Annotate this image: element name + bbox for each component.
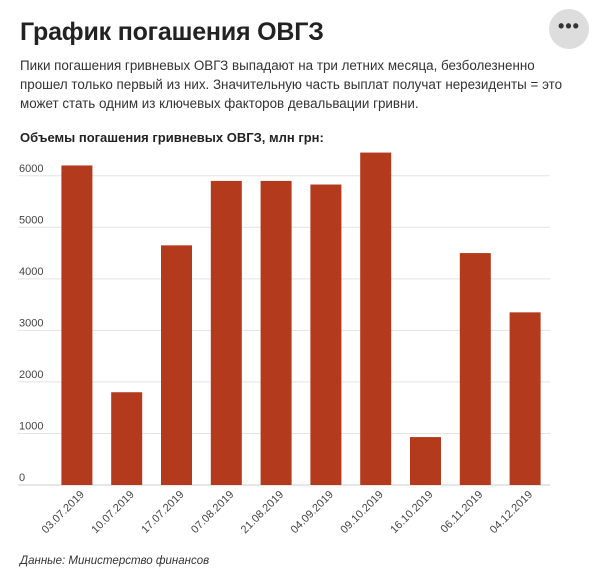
y-tick-label: 4000 [19, 266, 43, 278]
y-tick-label: 2000 [19, 369, 43, 381]
bar-04.12.2019[interactable] [509, 312, 541, 485]
x-tick-label: 09.10.2019 [338, 489, 385, 536]
bar-07.08.2019[interactable] [210, 180, 242, 485]
bar-04.09.2019[interactable] [310, 184, 342, 485]
page-title: График погашения ОВГЗ [20, 18, 324, 46]
y-tick-label: 3000 [19, 317, 43, 329]
bar-06.11.2019[interactable] [459, 253, 491, 485]
bar-17.07.2019[interactable] [161, 245, 192, 485]
more-dots-icon: ••• [558, 16, 580, 36]
y-tick-label: 1000 [19, 420, 43, 432]
page-subtitle: Пики погашения гривневых ОВГЗ выпадают н… [20, 58, 563, 111]
bar-10.07.2019[interactable] [111, 392, 143, 485]
x-tick-label: 03.07.2019 [40, 489, 87, 536]
y-tick-label: 0 [19, 472, 25, 484]
chart-title: Объемы погашения гривневых ОВГЗ, млн грн… [20, 130, 324, 145]
x-tick-label: 06.11.2019 [439, 489, 486, 536]
y-tick-label: 5000 [19, 214, 43, 226]
bar-21.08.2019[interactable] [260, 180, 292, 485]
bar-16.10.2019[interactable] [410, 437, 441, 485]
bar-03.07.2019[interactable] [61, 165, 93, 485]
bar-09.10.2019[interactable] [360, 152, 392, 486]
x-tick-label: 10.07.2019 [89, 489, 136, 536]
x-tick-label: 21.08.2019 [239, 489, 286, 536]
x-tick-label: 16.10.2019 [388, 489, 435, 536]
y-tick-label: 6000 [19, 163, 43, 175]
x-tick-label: 17.07.2019 [139, 489, 186, 536]
data-source-note: Данные: Министерство финансов [20, 555, 210, 567]
x-tick-label: 04.09.2019 [289, 489, 336, 536]
more-options-button[interactable]: ••• [549, 9, 589, 49]
x-tick-label: 04.12.2019 [488, 489, 535, 536]
x-tick-label: 07.08.2019 [189, 489, 236, 536]
